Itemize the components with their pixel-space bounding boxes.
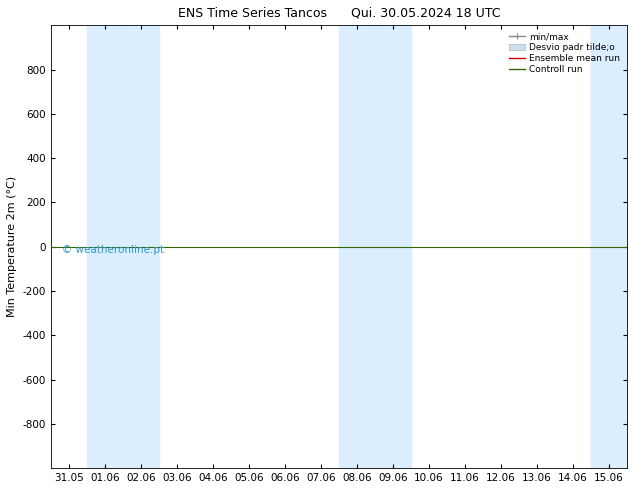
Bar	[339, 25, 375, 468]
Y-axis label: Min Temperature 2m (°C): Min Temperature 2m (°C)	[7, 176, 17, 318]
Bar	[123, 25, 158, 468]
Text: © weatheronline.pt: © weatheronline.pt	[62, 245, 164, 254]
Legend: min/max, Desvio padr tilde;o, Ensemble mean run, Controll run: min/max, Desvio padr tilde;o, Ensemble m…	[507, 30, 623, 76]
Bar	[591, 25, 627, 468]
Title: ENS Time Series Tancos      Qui. 30.05.2024 18 UTC: ENS Time Series Tancos Qui. 30.05.2024 1…	[178, 7, 500, 20]
Bar	[375, 25, 411, 468]
Bar	[591, 25, 627, 468]
Bar	[87, 25, 123, 468]
